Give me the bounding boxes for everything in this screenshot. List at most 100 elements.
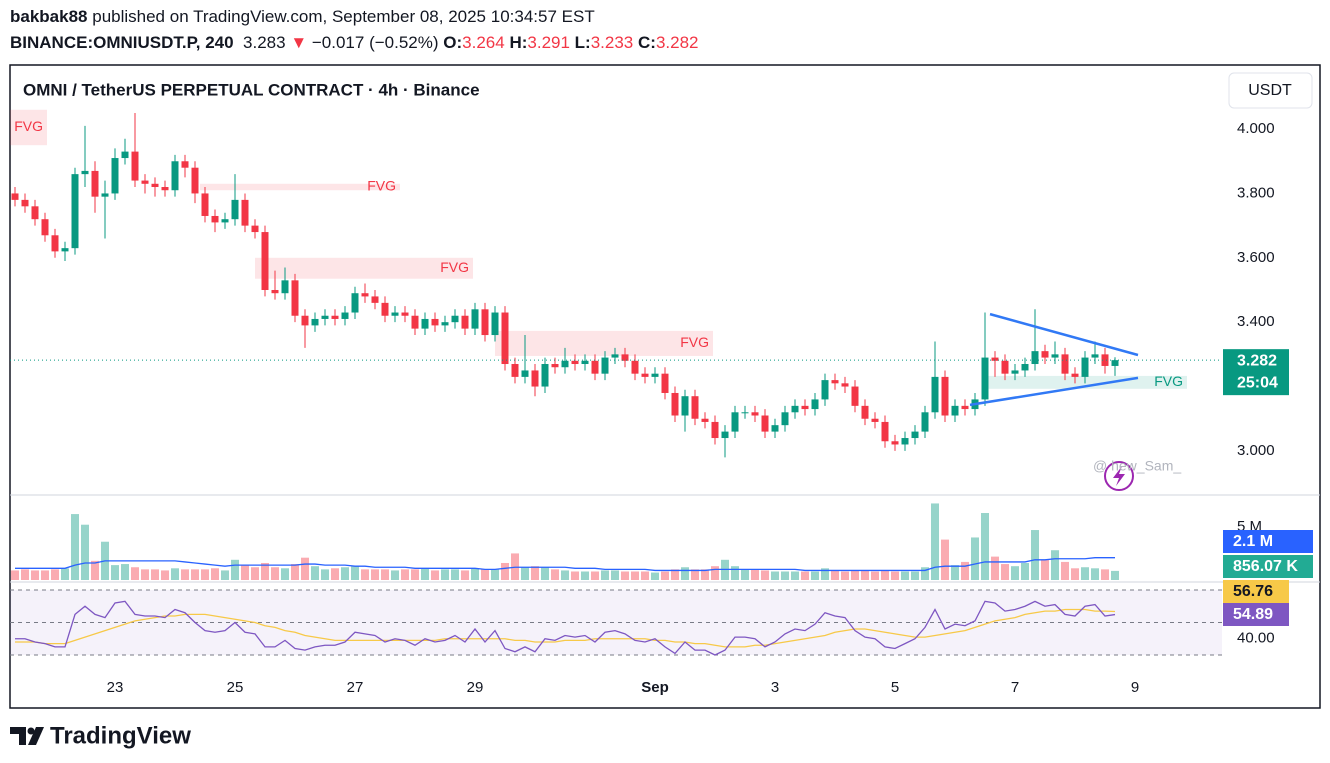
candle-body — [701, 418, 709, 422]
candle-body — [121, 151, 129, 159]
candle-body — [861, 405, 869, 419]
rsi-ma-line — [15, 608, 1116, 648]
fvg-label: FVG — [14, 118, 43, 134]
candle-body — [481, 309, 489, 336]
last-price: 3.283 — [243, 33, 286, 52]
value-tag — [1223, 530, 1313, 553]
volume-bar — [251, 567, 259, 580]
volume-bar — [261, 562, 269, 580]
candle-body — [371, 296, 379, 303]
candle-body — [661, 373, 669, 393]
candle-body — [821, 380, 829, 400]
candle-body — [1071, 373, 1079, 377]
change: −0.017 (−0.52%) — [311, 33, 439, 52]
candle-body — [781, 412, 789, 426]
candle-body — [951, 405, 959, 416]
candle-body — [751, 412, 759, 416]
fvg-zone — [10, 109, 47, 146]
fvg-label: FVG — [367, 178, 396, 194]
candle-body — [211, 215, 219, 223]
volume-bar — [991, 556, 999, 580]
candle-body — [961, 405, 969, 410]
watermark-icon — [1104, 461, 1134, 491]
candle-body — [181, 161, 189, 168]
volume-bar — [751, 569, 759, 580]
candle-body — [31, 206, 39, 220]
volume-bar — [51, 569, 59, 580]
volume-bar — [901, 571, 909, 580]
candle-body — [111, 158, 119, 194]
candle-body — [411, 315, 419, 329]
candle-body — [71, 174, 79, 249]
candle-body — [281, 280, 289, 294]
candle-body — [151, 183, 159, 188]
candle-body — [421, 318, 429, 329]
candle-body — [441, 322, 449, 326]
candle-body — [1011, 370, 1019, 374]
volume-bar — [431, 570, 439, 580]
volume-bar — [301, 557, 309, 580]
volume-bar — [541, 567, 549, 580]
candle-body — [641, 373, 649, 377]
volume-bar — [201, 569, 209, 580]
volume-bar — [811, 571, 819, 580]
volume-bar — [471, 568, 479, 580]
rsi-band — [10, 589, 1222, 656]
value-tag-label: 2.1 M — [1233, 533, 1273, 550]
candle-body — [891, 441, 899, 445]
close-label: C: — [638, 33, 656, 52]
candle-body — [921, 412, 929, 432]
volume-bar — [161, 570, 169, 580]
volume-bar — [71, 514, 79, 580]
candle-body — [351, 293, 359, 313]
x-tick-label: Sep — [641, 679, 669, 696]
candle-body — [261, 232, 269, 290]
candle-body — [621, 354, 629, 361]
volume-bar — [1031, 530, 1039, 580]
volume-bar — [891, 571, 899, 580]
volume-bar — [291, 564, 299, 580]
volume-bar — [731, 566, 739, 580]
logo-mark — [28, 727, 44, 745]
candle-body — [1111, 360, 1119, 366]
high-value: 3.291 — [527, 33, 570, 52]
candle-body — [581, 360, 589, 365]
volume-bar — [31, 570, 39, 580]
volume-bar — [331, 568, 339, 580]
brand: TradingView — [50, 722, 191, 749]
candle-body — [721, 431, 729, 439]
candle-body — [81, 170, 89, 175]
high-label: H: — [509, 33, 528, 52]
volume-bar — [1061, 561, 1069, 580]
candle-body — [631, 360, 639, 374]
volume-bar — [321, 569, 329, 580]
candle-body — [91, 170, 99, 197]
value-tag-label: 56.76 — [1233, 583, 1273, 600]
currency-label[interactable]: USDT — [1248, 82, 1292, 99]
fvg-label: FVG — [440, 259, 469, 275]
volume-bar — [11, 570, 19, 580]
y-tick-label: 3.000 — [1237, 442, 1275, 459]
published: published on TradingView.com, September … — [92, 7, 595, 26]
candle-body — [851, 386, 859, 406]
candle-body — [651, 373, 659, 377]
volume-bar — [281, 568, 289, 580]
volume-bar — [691, 569, 699, 580]
watermark-bolt — [1113, 466, 1125, 486]
candle-body — [271, 289, 279, 294]
volume-bar — [461, 570, 469, 580]
volume-bar — [421, 568, 429, 580]
candle-body — [671, 392, 679, 416]
symbol: BINANCE:OMNIUSDT.P, 240 — [10, 33, 234, 52]
candle-body — [911, 431, 919, 439]
volume-bar — [411, 569, 419, 580]
symbol-line: BINANCE:OMNIUSDT.P, 240 3.283 ▼ −0.017 (… — [10, 33, 699, 53]
fvg-zone — [255, 257, 473, 279]
volume-bar — [641, 571, 649, 580]
logo-mark — [27, 727, 35, 735]
currency-button[interactable] — [1228, 72, 1313, 109]
candle-body — [881, 421, 889, 442]
volume-bar — [971, 537, 979, 580]
volume-bar — [681, 567, 689, 580]
volume-bar — [1101, 569, 1109, 580]
